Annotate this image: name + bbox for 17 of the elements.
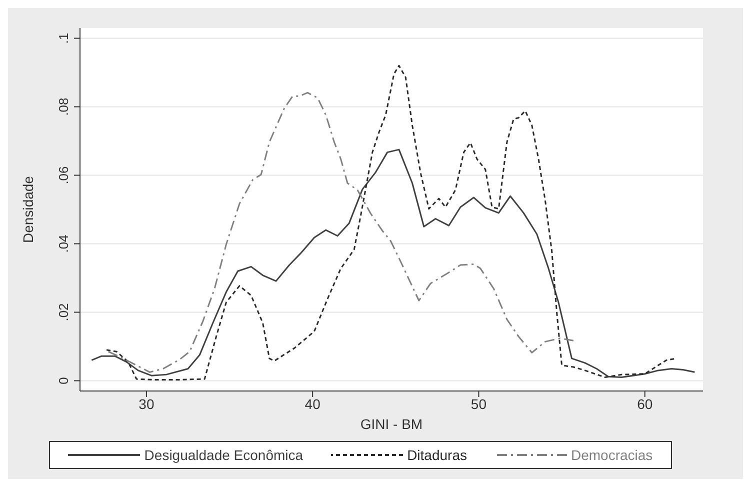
y-tick-label: .1 — [56, 32, 71, 44]
text: Desigualdade Econômica — [144, 447, 304, 463]
y-tick-label: .06 — [56, 166, 71, 184]
y-axis-title: Densidade — [20, 176, 36, 243]
line-series — [107, 92, 574, 373]
x-tick-label: 60 — [637, 396, 653, 412]
line-series — [90, 148, 696, 378]
text: Democracias — [570, 447, 653, 463]
text: Ditaduras — [407, 447, 467, 463]
y-tick-label: .08 — [56, 98, 71, 116]
y-tick-label: .04 — [56, 234, 71, 253]
x-tick-label: 50 — [470, 396, 487, 412]
x-tick-label: 30 — [138, 396, 154, 412]
y-tick-label: 0 — [56, 377, 71, 384]
y-tick-label: .02 — [56, 303, 71, 322]
x-axis-title: GINI - BM — [360, 416, 423, 432]
x-tick-label: 40 — [304, 396, 321, 412]
